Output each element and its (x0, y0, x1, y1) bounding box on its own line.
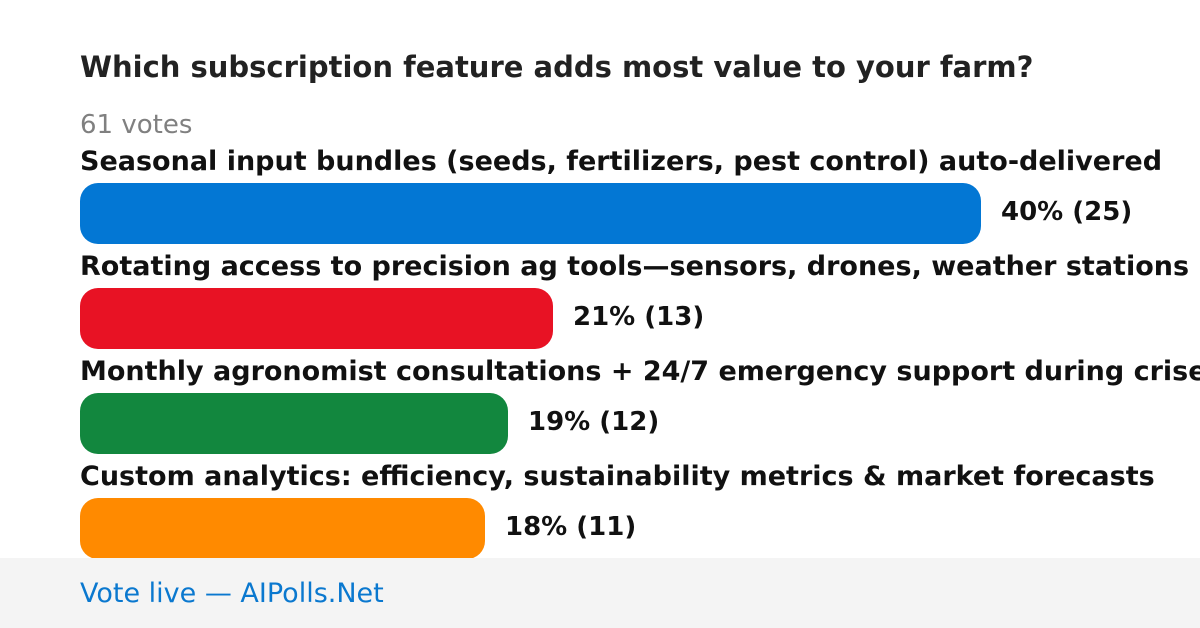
option-label: Monthly agronomist consultations + 24/7 … (80, 356, 1200, 387)
option-bar[interactable] (80, 498, 485, 558)
option-label: Seasonal input bundles (seeds, fertilize… (80, 146, 1163, 177)
option-bar[interactable] (80, 183, 981, 244)
option-label: Rotating access to precision ag tools—se… (80, 251, 1190, 282)
footer-bar: Vote live — AIPolls.Net (0, 558, 1200, 628)
option-label: Custom analytics: efficiency, sustainabi… (80, 461, 1155, 492)
option-percent-label: 40% (25) (1001, 197, 1133, 227)
option-percent-label: 19% (12) (528, 407, 660, 437)
poll-option-row: Monthly agronomist consultations + 24/7 … (0, 356, 1200, 461)
poll-option-row: Rotating access to precision ag tools—se… (0, 251, 1200, 356)
poll-option-row: Seasonal input bundles (seeds, fertilize… (0, 146, 1200, 251)
poll-card: Which subscription feature adds most val… (0, 50, 1200, 558)
vote-count: 61 votes (80, 110, 193, 140)
option-percent-label: 18% (11) (505, 512, 637, 542)
poll-question: Which subscription feature adds most val… (80, 50, 1034, 84)
option-percent-label: 21% (13) (573, 302, 705, 332)
vote-live-link[interactable]: Vote live — AIPolls.Net (80, 578, 384, 609)
poll-option-row: Custom analytics: efficiency, sustainabi… (0, 461, 1200, 558)
option-bar[interactable] (80, 393, 508, 454)
option-bar[interactable] (80, 288, 553, 349)
